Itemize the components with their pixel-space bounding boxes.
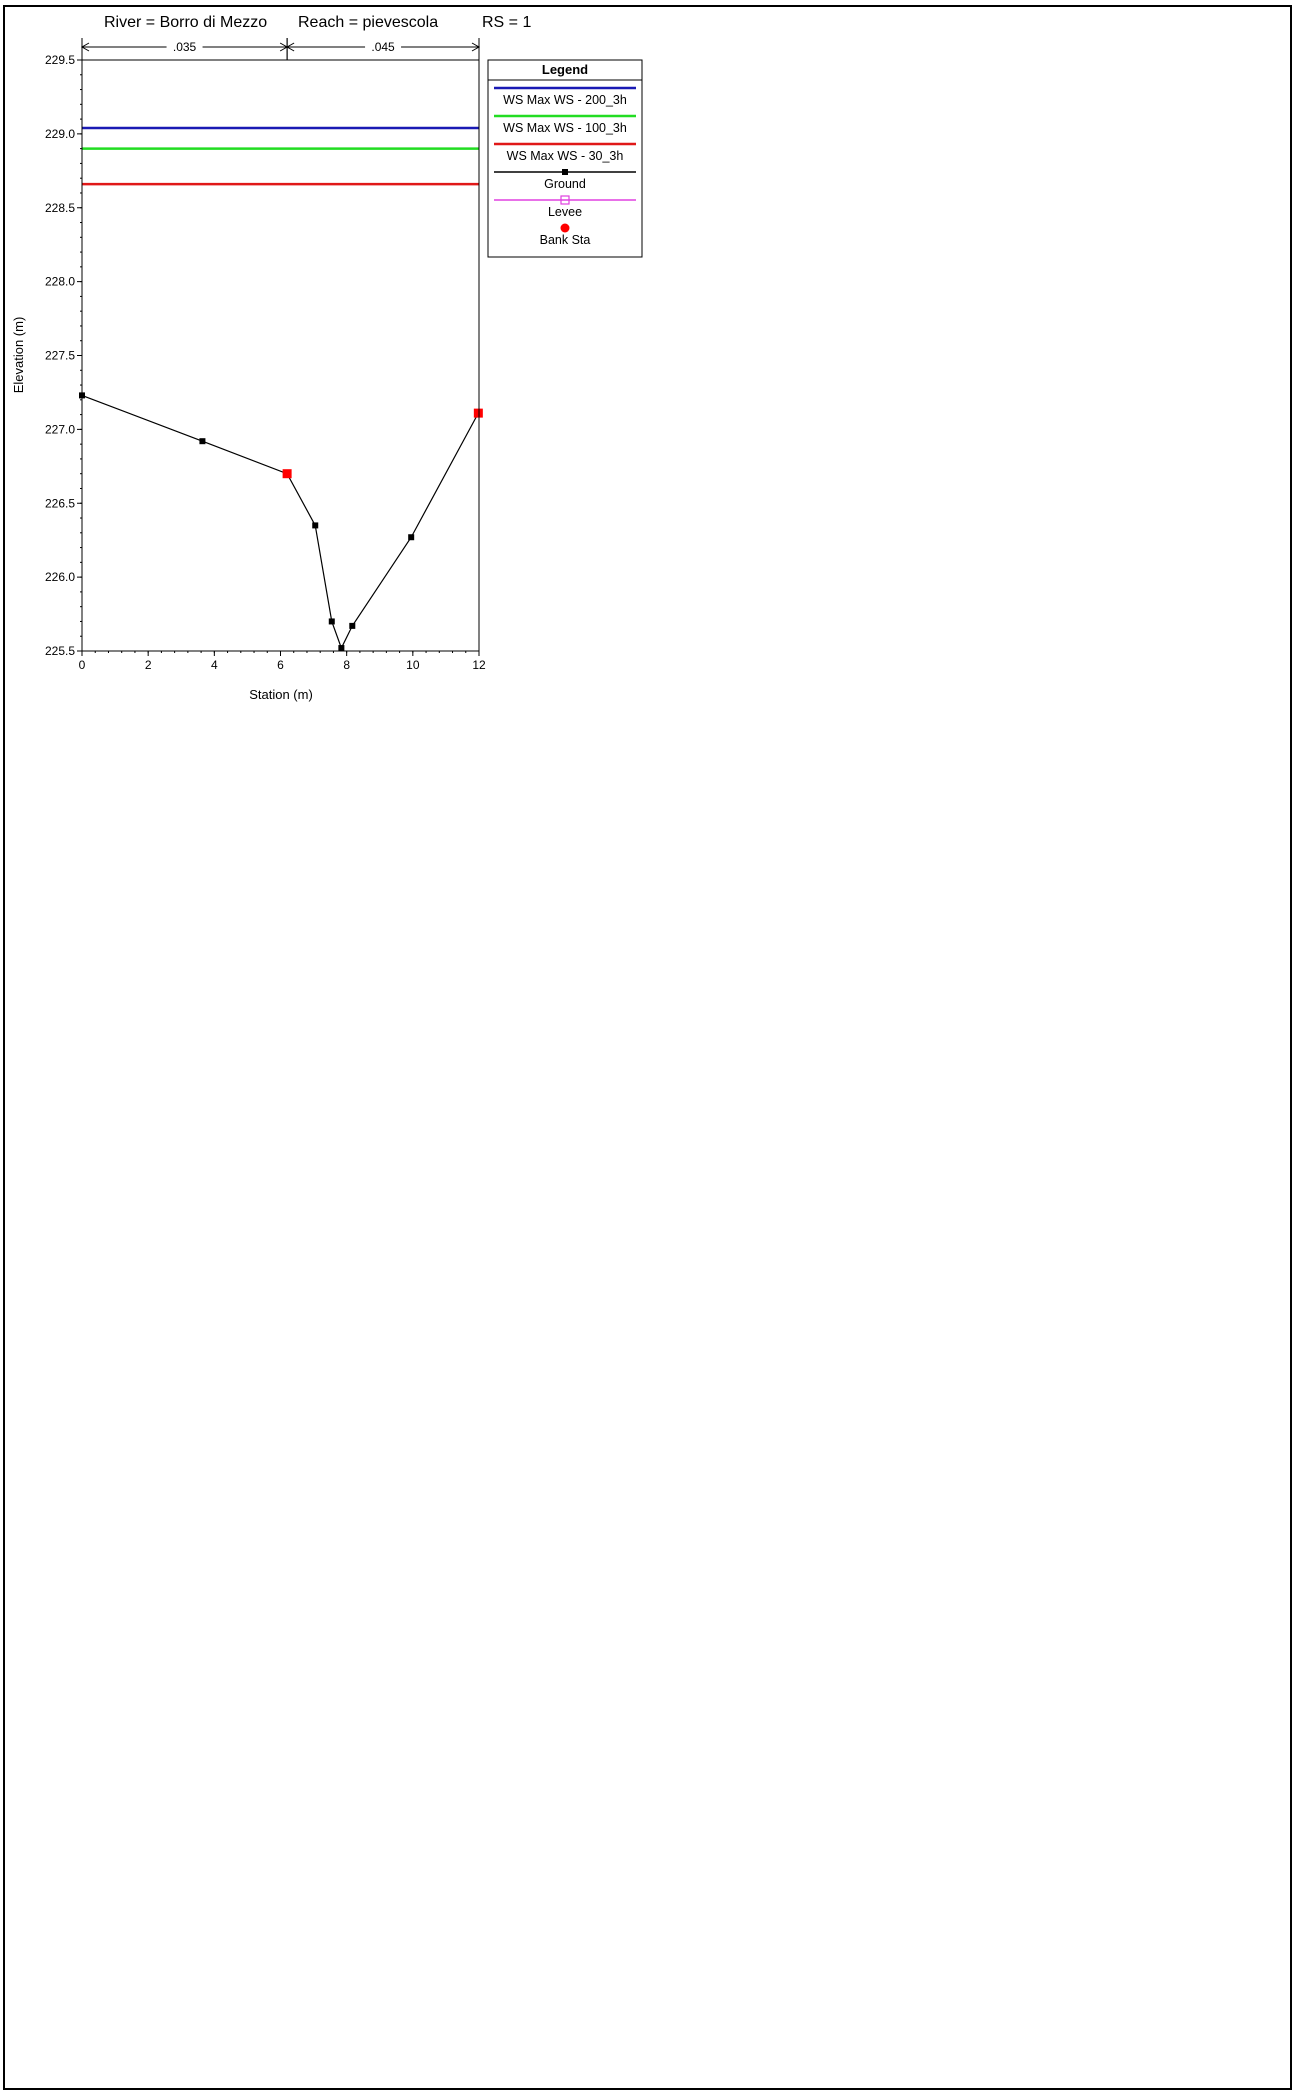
bank-sta-point xyxy=(473,408,483,418)
y-tick-label: 229.0 xyxy=(45,127,75,141)
legend-item: WS Max WS - 30_3h xyxy=(494,142,636,163)
legend-item-label: Bank Sta xyxy=(540,233,591,247)
ground-line xyxy=(81,394,479,650)
ground-point xyxy=(199,438,206,445)
ground-point xyxy=(338,645,345,652)
legend-item-label: WS Max WS - 30_3h xyxy=(507,149,624,163)
manning-n-annotations: .035 .045 xyxy=(80,38,481,60)
reach-title: Reach = pievescola xyxy=(298,14,438,31)
y-tick-label: 227.5 xyxy=(45,349,75,363)
legend-item: WS Max WS - 200_3h xyxy=(494,86,636,107)
ground-point xyxy=(312,522,319,529)
ground-profile xyxy=(79,392,483,652)
x-tick-label: 8 xyxy=(343,658,350,672)
ground-point xyxy=(408,534,415,541)
water-surface-lines xyxy=(82,126,479,186)
legend-item: Levee xyxy=(494,195,636,219)
x-tick-label: 10 xyxy=(406,658,420,672)
rs-title: RS = 1 xyxy=(482,14,531,31)
y-tick-label: 226.0 xyxy=(45,570,75,584)
ground-point xyxy=(328,618,335,625)
ground-point xyxy=(349,622,356,629)
axes: 225.5 226.0 226.5 227.0 227.5 228.0 228.5 229.0… xyxy=(45,53,486,672)
x-tick-label: 6 xyxy=(277,658,284,672)
x-axis-label: Station (m) xyxy=(249,687,313,702)
manning-arrowhead xyxy=(80,42,90,52)
legend-swatch-marker xyxy=(562,169,568,175)
legend-item-label: WS Max WS - 100_3h xyxy=(503,121,627,135)
y-tick-label: 228.0 xyxy=(45,275,75,289)
legend: Legend WS Max WS - 200_3h WS Max WS - 100… xyxy=(487,59,643,258)
y-tick-label: 229.5 xyxy=(45,53,75,67)
legend-title: Legend xyxy=(542,62,588,77)
y-tick-label: 225.5 xyxy=(45,644,75,658)
legend-item-label: Levee xyxy=(548,205,582,219)
legend-swatch-dot xyxy=(560,223,570,233)
river-title: River = Borro di Mezzo xyxy=(104,14,267,31)
x-tick-label: 0 xyxy=(79,658,86,672)
page-frame xyxy=(3,5,1292,2090)
legend-item: Bank Sta xyxy=(540,223,591,247)
x-tick-label: 12 xyxy=(472,658,486,672)
y-tick-label: 226.5 xyxy=(45,496,75,510)
legend-swatch-marker xyxy=(560,195,570,205)
x-tick-label: 2 xyxy=(145,658,152,672)
legend-item-label: WS Max WS - 200_3h xyxy=(503,93,627,107)
manning-n-label: .035 xyxy=(173,40,197,54)
legend-item: WS Max WS - 100_3h xyxy=(494,114,636,135)
bank-sta-point xyxy=(282,469,292,479)
manning-n-label: .045 xyxy=(371,40,395,54)
legend-item: Ground xyxy=(494,169,636,191)
x-tick-label: 4 xyxy=(211,658,218,672)
y-tick-label: 228.5 xyxy=(45,201,75,215)
manning-arrowhead xyxy=(471,42,481,52)
y-tick-label: 227.0 xyxy=(45,422,75,436)
y-axis-label: Elevation (m) xyxy=(11,317,26,394)
legend-item-label: Ground xyxy=(544,177,586,191)
manning-arrowhead xyxy=(286,42,295,52)
